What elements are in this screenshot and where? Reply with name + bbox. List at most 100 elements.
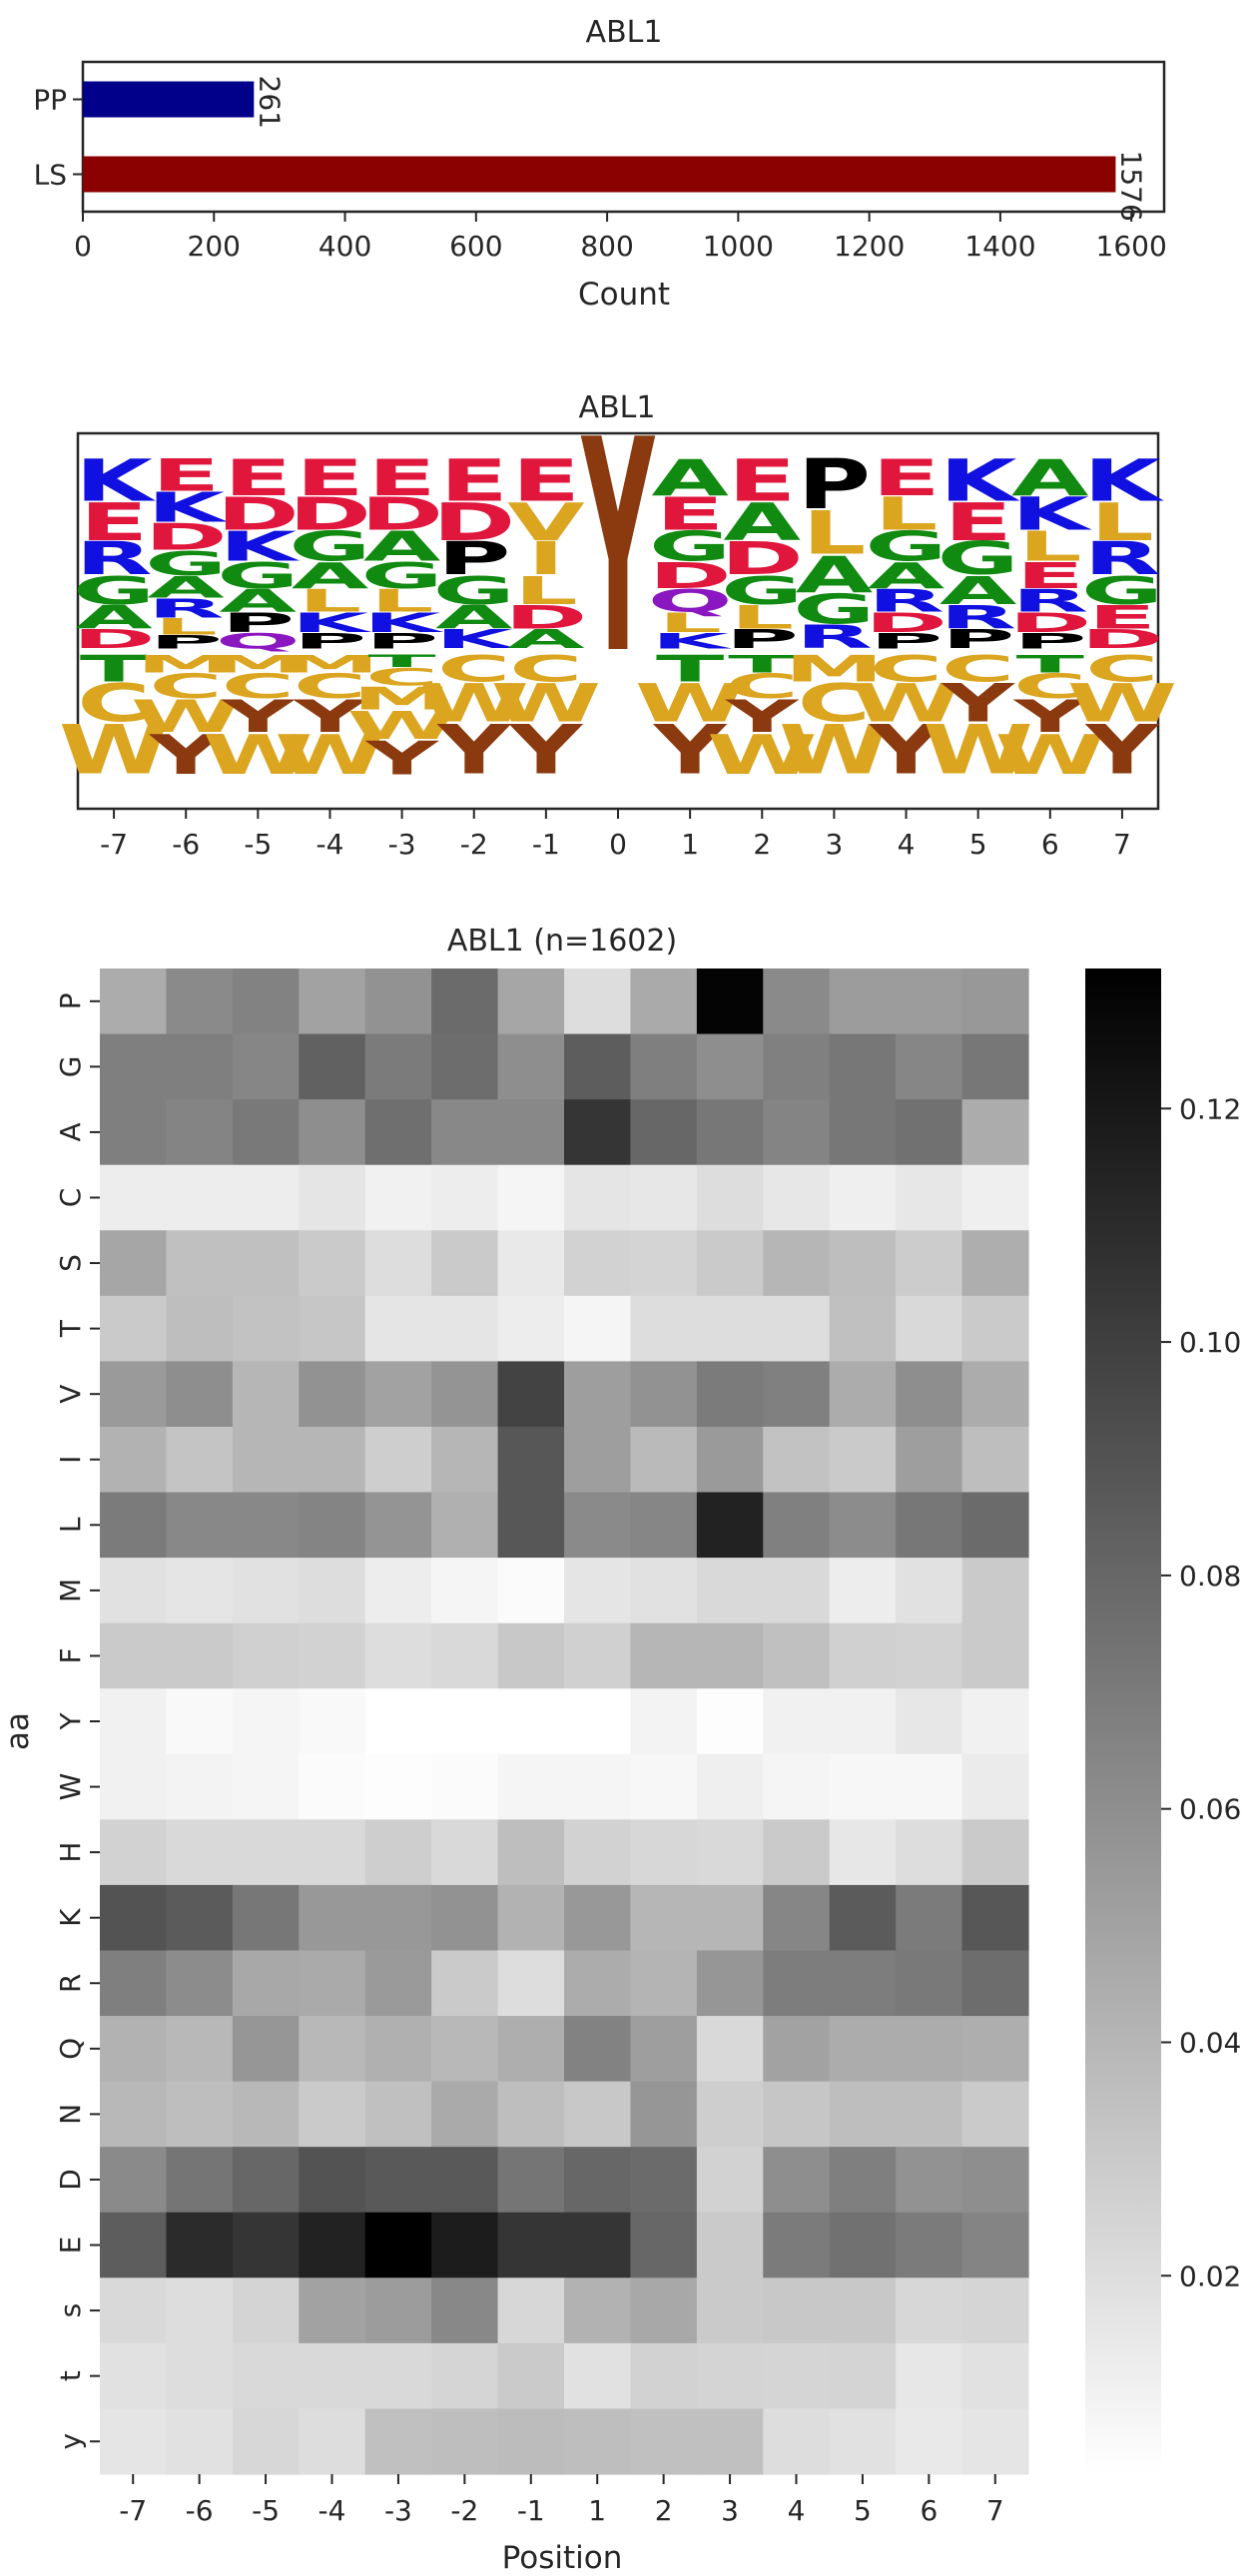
heatmap-cell: [630, 2277, 698, 2344]
logo-letter-E: E: [440, 447, 508, 514]
heatmap-cell: [896, 2342, 963, 2410]
heatmap-cell: [364, 1492, 432, 1559]
heatmap-cell: [166, 1688, 234, 1755]
heatmap-cell: [564, 2147, 632, 2214]
heatmap-cell: [896, 2016, 963, 2083]
logo-letter-D: D: [865, 608, 947, 639]
colorbar: 0.02 0.04 0.06 0.08 0.10 0.12: [1085, 968, 1241, 2474]
colorbar-tick-label: 0.10: [1179, 1326, 1241, 1359]
bar-x-tick-label: 1200: [834, 230, 905, 263]
heatmap-cell: [763, 1688, 831, 1755]
logo-letter-P: P: [1013, 629, 1086, 654]
heatmap-cell: [100, 1688, 168, 1755]
heatmap-cell: [896, 2277, 963, 2344]
heatmap-cell: [829, 2016, 897, 2083]
heatmap-cell: [497, 1950, 565, 2017]
logo-letter-L: L: [370, 583, 434, 619]
colorbar-tick-label: 0.02: [1179, 2259, 1241, 2292]
logo-letter-A: A: [868, 555, 945, 597]
heatmap-cell: [299, 2212, 366, 2278]
heatmap-cell: [232, 2147, 300, 2214]
logo-letter-L: L: [875, 488, 939, 541]
heatmap-cell: [166, 2016, 234, 2083]
heatmap-cell: [763, 1033, 831, 1100]
heatmap-col-label: -3: [384, 2494, 412, 2527]
logo-letter-D: D: [1008, 608, 1091, 639]
heatmap-cell: [497, 2342, 565, 2410]
heatmap-cell: [299, 2408, 366, 2475]
logo-letter-D: D: [432, 492, 515, 552]
heatmap-cell: [564, 2277, 632, 2344]
bar-x-tick-label: 1400: [964, 230, 1035, 263]
heatmap-cell: [896, 1164, 963, 1231]
heatmap-cell: [696, 1819, 764, 1886]
heatmap-cell: [829, 2081, 897, 2148]
heatmap-cell: [364, 2081, 432, 2148]
heatmap-cell: [696, 1295, 764, 1362]
heatmap-title: ABL1 (n=1602): [447, 924, 677, 959]
logo-letter-D: D: [1080, 625, 1163, 655]
heatmap-cell: [299, 1884, 366, 1952]
logo-letter-R: R: [1083, 533, 1160, 585]
bar-x-tick-label: 800: [580, 230, 633, 263]
heatmap-cell: [763, 1884, 831, 1952]
logo-letter-C: C: [1085, 648, 1159, 690]
heatmap-cell: [961, 968, 1029, 1035]
heatmap-cell: [961, 2081, 1029, 2148]
heatmap-row-label: S: [54, 1254, 87, 1272]
heatmap-cell: [896, 1230, 963, 1297]
heatmap-cell: [364, 2016, 432, 2083]
heatmap-cell: [630, 1099, 698, 1166]
heatmap-cell: [829, 1558, 897, 1624]
heatmap-cell: [961, 2408, 1029, 2475]
heatmap-row-label: K: [54, 1908, 87, 1927]
heatmap-cell: [364, 1688, 432, 1755]
logo-position-label: 0: [609, 828, 627, 861]
heatmap-cell: [100, 1819, 168, 1886]
bar-x-tick-label: 200: [188, 230, 241, 263]
heatmap-cell: [696, 1033, 764, 1100]
heatmap-row-label: F: [54, 1647, 87, 1663]
heatmap-cell: [364, 1753, 432, 1820]
logo-letter-Y: Y: [941, 673, 1015, 734]
heatmap-cell: [896, 1361, 963, 1428]
logo-letter-R: R: [148, 594, 225, 624]
heatmap-cell: [564, 1099, 632, 1166]
heatmap-cell: [497, 1361, 565, 1428]
heatmap-cell: [829, 1950, 897, 2017]
logo-letter-Y: Y: [1084, 711, 1159, 791]
bar-category-label: PP: [33, 84, 67, 117]
heatmap-cell: [166, 2408, 234, 2475]
heatmap-cell: [564, 1361, 632, 1428]
heatmap-cell: [896, 2408, 963, 2475]
heatmap-cell: [431, 2081, 499, 2148]
logo-letter-Y: Y: [436, 711, 511, 791]
heatmap-cell: [431, 2212, 499, 2278]
logo-letter-L: L: [1018, 523, 1082, 570]
heatmap-row-label: L: [54, 1517, 87, 1533]
heatmap-cell: [829, 1033, 897, 1100]
heatmap-cell: [696, 1950, 764, 2017]
heatmap-cell: [696, 1426, 764, 1494]
heatmap-cell: [364, 968, 432, 1035]
logo-letter-C: C: [1013, 667, 1087, 707]
heatmap-cell: [564, 2212, 632, 2278]
heatmap-cell: [630, 968, 698, 1035]
heatmap-cell: [497, 2081, 565, 2148]
logo-letter-C: C: [365, 663, 439, 691]
logo-plot-area: KERGADTCW-7EKDGARLPMCWY-6EDKGAPQMCYW-5ED…: [59, 377, 1177, 861]
heatmap-cell: [630, 1688, 698, 1755]
heatmap-cell: [564, 968, 632, 1035]
heatmap-cell: [100, 1558, 168, 1624]
heatmap-cell: [100, 1033, 168, 1100]
heatmap-cell: [961, 1950, 1029, 2017]
logo-letter-D: D: [649, 555, 732, 597]
heatmap-cell: [431, 1819, 499, 1886]
heatmap-cell: [364, 2408, 432, 2475]
heatmap-cell: [896, 1884, 963, 1952]
logo-letter-A: A: [1011, 448, 1089, 507]
heatmap-cell: [166, 1099, 234, 1166]
logo-position-label: -6: [172, 828, 200, 861]
heatmap-cell: [497, 1492, 565, 1559]
heatmap-cell: [763, 2147, 831, 2214]
